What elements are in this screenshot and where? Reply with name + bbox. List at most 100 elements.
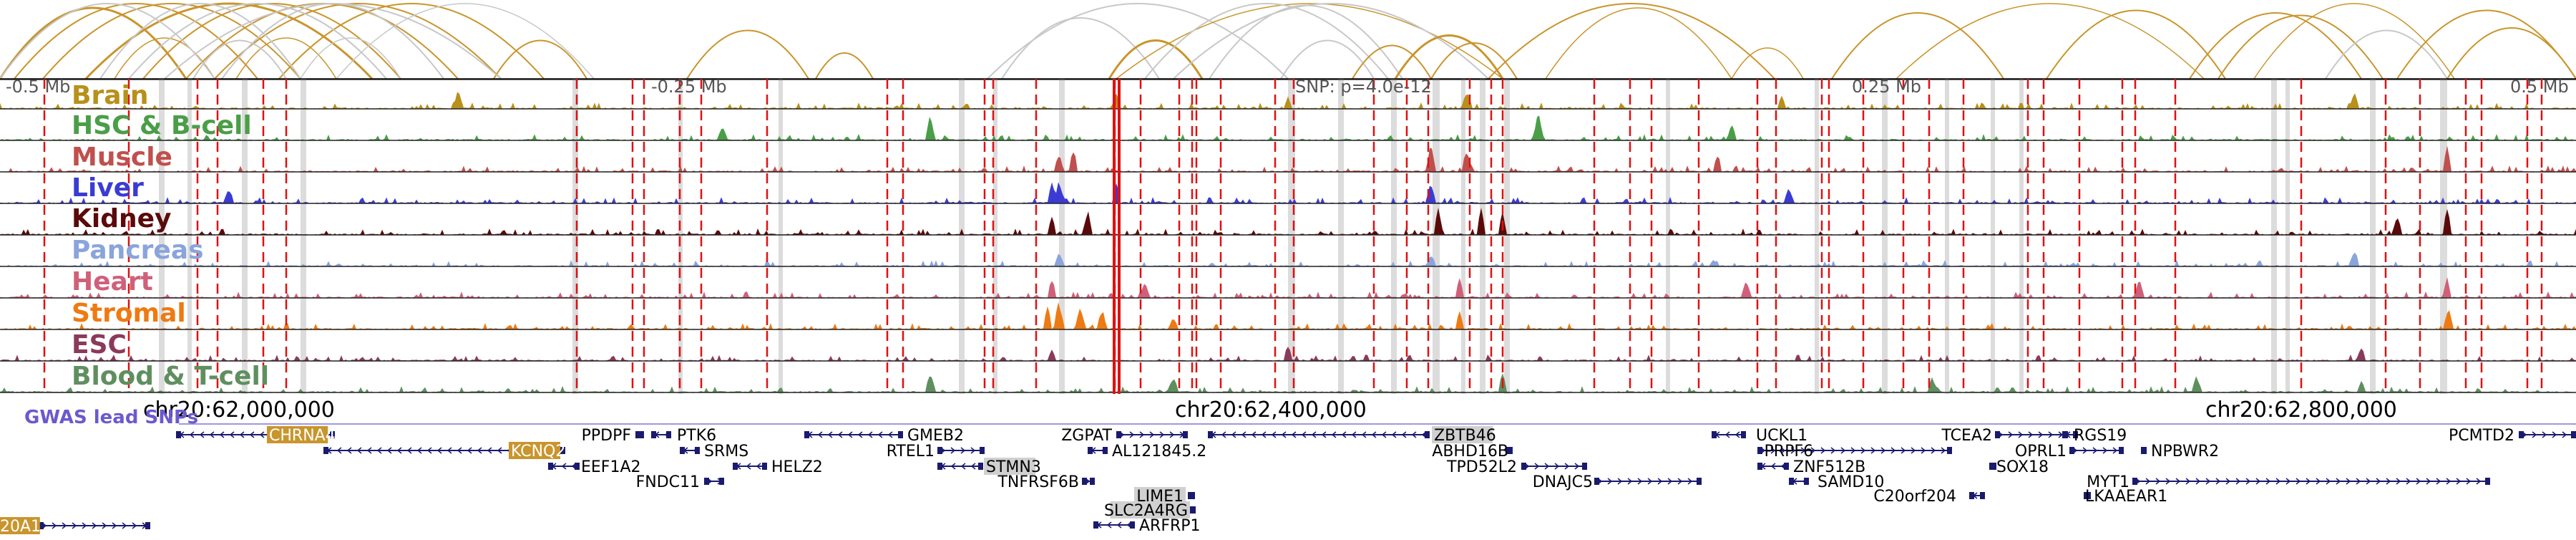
gene-tpd52l2[interactable]: TPD52L2 [1446, 458, 1587, 476]
strand-chevron [426, 447, 432, 454]
gene-label: AL121845.2 [1112, 443, 1206, 461]
strand-chevron [1647, 478, 1653, 485]
scale-label-quarter-mb: 0.25 Mb [1852, 77, 1921, 97]
gene-sox18[interactable]: SOX18 [1989, 458, 2049, 476]
strand-chevron [950, 447, 956, 454]
gene-samd10[interactable]: SAMD10 [1789, 473, 1884, 491]
gene-gmeb2[interactable]: GMEB2 [804, 427, 964, 445]
loop-arc [142, 3, 401, 79]
strand-chevron [1261, 431, 1267, 438]
gene-tnfrsf6b[interactable]: TNFRSF6B [997, 473, 1095, 491]
signal-track-6 [0, 276, 2576, 299]
gene-label: SLC2A4RG [1104, 502, 1188, 520]
gene-uckl1[interactable]: UCKL1 [1712, 427, 1807, 445]
strand-chevron [2316, 478, 2321, 485]
gene-ptk6[interactable]: PTK6 [651, 427, 716, 445]
gene-label: PPDPF [582, 427, 631, 445]
exon [1969, 492, 1974, 499]
gene-znf512b[interactable]: ZNF512B [1757, 458, 1865, 476]
exon [2142, 447, 2147, 454]
coordinate-62800000: chr20:62,800,000 [2205, 397, 2397, 423]
gene-slc2a4rg[interactable]: SLC2A4RG [1104, 501, 1196, 520]
loop-arc [0, 6, 187, 79]
strand-chevron [1735, 431, 1740, 438]
gene-fndc11[interactable]: FNDC11 [636, 473, 724, 491]
strand-chevron [1169, 431, 1175, 438]
strand-chevron [867, 431, 873, 438]
signal-area [0, 373, 2576, 392]
strand-chevron [229, 431, 235, 438]
gene-pcmtd2[interactable]: PCMTD2 [2449, 427, 2576, 445]
strand-chevron [1116, 521, 1122, 529]
strand-chevron [376, 447, 382, 454]
gene-20a1[interactable]: 20A1 [0, 517, 150, 536]
strand-chevron [1770, 447, 1776, 454]
exon [2073, 431, 2078, 438]
gene-label: PCMTD2 [2449, 427, 2514, 445]
exon [639, 431, 644, 438]
gene-myt1[interactable]: MYT1 [2087, 473, 2490, 491]
strand-chevron [561, 463, 567, 470]
gene-al121845-2[interactable]: AL121845.2 [1088, 443, 1206, 461]
strand-chevron [1401, 431, 1407, 438]
exon [145, 522, 150, 529]
gene-arfrp1[interactable]: ARFRP1 [1093, 517, 1201, 535]
exon [1183, 431, 1188, 438]
exon [695, 447, 700, 454]
strand-chevron [1351, 431, 1357, 438]
gene-ppdpf[interactable]: PPDPF [582, 427, 644, 445]
strand-chevron [837, 431, 843, 438]
gene-srms[interactable]: SRMS [680, 443, 748, 461]
gene-dnajc5[interactable]: DNAJC5 [1533, 473, 1702, 491]
exon [1093, 521, 1098, 529]
signal-track-4 [0, 208, 2576, 236]
gene-label: SOX18 [1996, 458, 2049, 476]
strand-chevron [199, 431, 205, 438]
strand-chevron [970, 447, 976, 454]
gene-zgpat[interactable]: ZGPAT [1061, 427, 1188, 445]
scale-label-minus-quarter-mb: -0.25 Mb [651, 77, 727, 97]
strand-chevron [1820, 447, 1826, 454]
strand-chevron [477, 447, 482, 454]
gene-highlight [267, 426, 328, 443]
track-label-muscle: Muscle [72, 143, 172, 172]
gene-tcea2[interactable]: TCEA2 [1941, 427, 2068, 445]
gene-abhd16b[interactable]: ABHD16B [1432, 443, 1513, 461]
gene-rgs19[interactable]: RGS19 [2062, 427, 2127, 445]
exon [330, 431, 335, 438]
gene-chrna4[interactable]: CHRNA4 [176, 426, 336, 445]
gene-zbtb46[interactable]: ZBTB46 [1208, 426, 1496, 445]
highlight-band [1059, 79, 1065, 394]
strand-chevron [2235, 478, 2241, 485]
strand-chevron [2326, 478, 2331, 485]
strand-chevron [1149, 431, 1155, 438]
strand-chevron [1554, 463, 1560, 470]
gene-prpf6[interactable]: PRPF6 [1757, 443, 1952, 461]
gene-highlight [1110, 501, 1190, 519]
gene-stmn3[interactable]: STMN3 [937, 458, 1041, 476]
gene-c20orf204[interactable]: C20orf204 [1873, 488, 1985, 506]
gene-rtel1[interactable]: RTEL1 [887, 443, 985, 461]
loop-arc [1545, 7, 1732, 79]
gene-npbwr2[interactable]: NPBWR2 [2141, 443, 2219, 461]
strand-chevron [1607, 478, 1613, 485]
gene-lkaaear1[interactable]: LKAAEAR1 [2084, 488, 2167, 506]
exon [39, 522, 44, 529]
chromatin-loop-arcs [0, 2, 2576, 80]
exon [1130, 521, 1135, 529]
gene-oprl1[interactable]: OPRL1 [2015, 443, 2124, 461]
strand-chevron [239, 431, 245, 438]
strand-chevron [756, 463, 761, 470]
gene-helz2[interactable]: HELZ2 [733, 458, 823, 476]
gene-kcnq2[interactable]: KCNQ2 [323, 442, 565, 461]
strand-chevron [1564, 463, 1570, 470]
highlight-band [1882, 79, 1888, 394]
exon [733, 463, 738, 470]
loop-arc [2253, 3, 2455, 79]
strand-chevron [1770, 463, 1776, 470]
scale-label-minus-half-mb: -0.5 Mb [6, 77, 70, 97]
loop-arc [686, 29, 809, 79]
gene-eef1a2[interactable]: EEF1A2 [548, 458, 641, 476]
